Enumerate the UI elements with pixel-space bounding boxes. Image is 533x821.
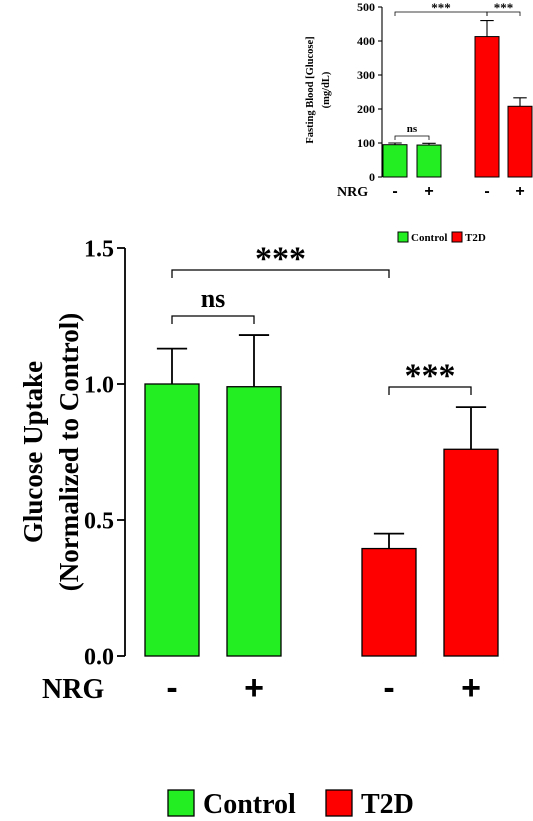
main-error-bar [373,532,405,549]
inset-significance-label: ns [407,123,418,135]
main-error-bar [156,347,188,384]
main-nrg-sign: - [383,669,394,707]
inset-y-tick-label: 200 [357,102,375,116]
main-bar [443,448,499,657]
main-y-axis-label-2: (Normalized to Control) [54,313,84,591]
inset-legend-swatch-t2d [451,231,463,243]
inset-y-tick-label: 500 [357,0,375,14]
main-nrg-sign: + [461,669,481,707]
inset-y-axis-label-2: (mg/dL) [321,71,332,108]
inset-y-axis-label: Fasting Blood [Glucose] [305,36,316,143]
inset-legend-label-control: Control [411,232,447,244]
inset-error-bar [513,97,527,107]
inset-significance-label: *** [431,0,451,15]
inset-bar [382,144,408,178]
main-legend-label-t2d: T2D [361,789,414,820]
inset-significance-bracket [394,135,430,140]
inset-bar [507,105,533,178]
inset-error-bar [422,142,436,146]
main-nrg-sign: - [166,669,177,707]
main-nrg-sign: + [244,669,264,707]
inset-nrg-sign: - [392,183,397,200]
inset-nrg-sign: + [515,183,524,200]
main-y-axis-label: Glucose Uptake [18,361,48,543]
main-legend-label-control: Control [203,789,296,820]
main-significance-label: *** [405,357,456,394]
main-significance-label: *** [255,240,306,277]
inset-nrg-label: NRG [337,185,368,200]
inset-y-tick-label: 100 [357,136,375,150]
inset-y-tick-label: 400 [357,34,375,48]
main-significance-bracket [388,386,472,395]
inset-error-bar [480,20,494,37]
main-significance-label: ns [201,284,226,313]
inset-nrg-sign: + [424,183,433,200]
main-y-tick-label: 1.5 [84,236,114,262]
main-y-tick-label: 0.0 [84,644,114,670]
main-legend-swatch-t2d [325,789,353,817]
main-legend-swatch-control [167,789,195,817]
inset-nrg-sign: - [484,183,489,200]
inset-significance-label: *** [494,0,514,15]
main-chart: 0.0 0.5 1.0 1.5 Glucose Uptake (Normalized to… [18,236,499,820]
inset-bar [416,144,442,178]
main-y-tick-label: 1.0 [84,372,114,398]
inset-bar [474,36,500,178]
main-bar [144,383,200,657]
main-nrg-label: NRG [42,674,104,705]
main-error-bar [455,406,487,450]
inset-y-tick-label: 0 [369,170,375,184]
inset-legend-label-t2d: T2D [465,232,486,244]
main-y-tick-label: 0.5 [84,508,114,534]
inset-y-tick-label: 300 [357,68,375,82]
main-significance-bracket [171,315,255,324]
main-bar [361,547,417,657]
main-significance-bracket [171,269,390,278]
inset-significance-bracket [486,11,521,16]
inset-error-bar [388,142,402,145]
inset-chart: 0 100 200 300 400 500 Fasting Blood [Glucose] (… [305,0,533,244]
main-error-bar [238,334,270,387]
main-bar [226,386,282,657]
inset-legend-swatch-control [397,231,409,243]
